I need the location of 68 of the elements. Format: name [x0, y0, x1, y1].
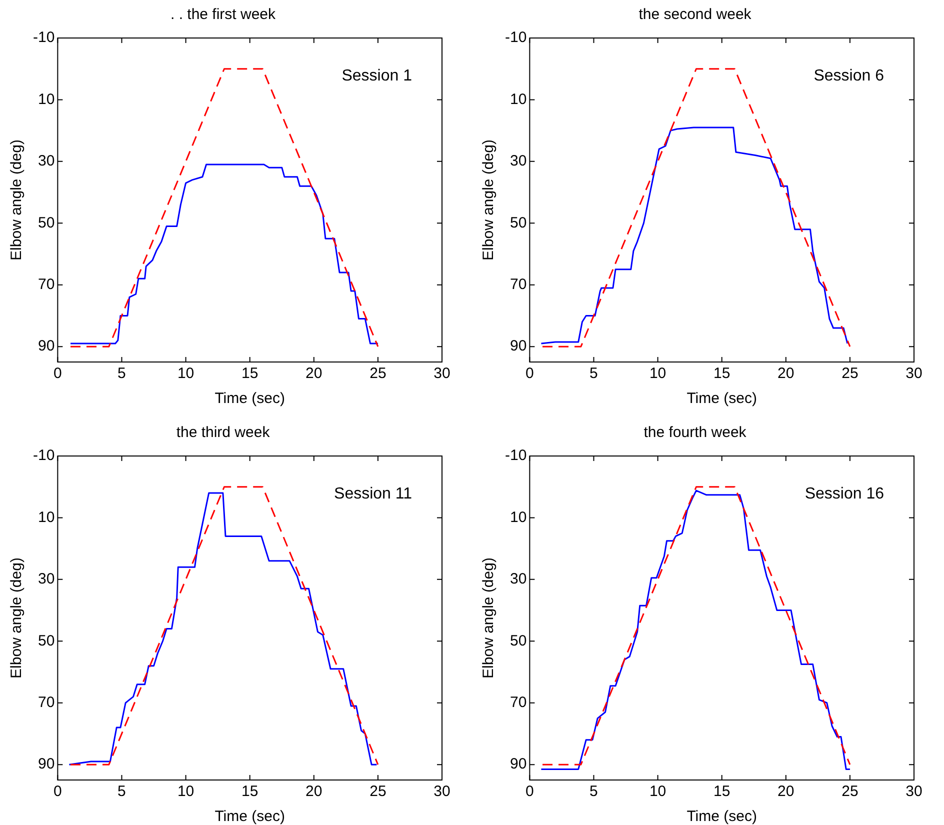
x-tick-label: 25	[842, 365, 858, 382]
y-tick-label: 30	[38, 570, 55, 588]
x-tick-label: 15	[713, 783, 730, 800]
y-tick-label: 50	[38, 632, 55, 650]
x-tick-label: 10	[649, 365, 666, 382]
x-tick-label: 5	[590, 783, 598, 800]
x-tick-label: 10	[649, 783, 666, 800]
y-tick-label: 70	[510, 276, 527, 293]
y-tick-label: -10	[32, 29, 55, 46]
x-tick-label: 10	[177, 783, 194, 800]
x-tick-label: 0	[54, 365, 62, 382]
y-axis-title: Elbow angle (deg)	[480, 558, 498, 678]
x-tick-label: 15	[241, 783, 258, 800]
x-tick-label: 10	[177, 365, 194, 382]
y-tick-label: 90	[510, 756, 527, 773]
y-axis-title: Elbow angle (deg)	[480, 140, 498, 260]
y-tick-label: 70	[510, 694, 527, 711]
y-tick-label: 30	[38, 152, 55, 170]
x-tick-label: 30	[434, 783, 450, 800]
y-tick-label: 70	[38, 694, 55, 711]
x-tick-label: 30	[906, 783, 922, 800]
annotation: Session 1	[342, 67, 412, 84]
y-tick-label: 50	[510, 214, 527, 232]
x-axis-title: Time (sec)	[214, 390, 285, 408]
x-tick-label: 5	[590, 365, 598, 382]
x-axis-title: Time (sec)	[214, 808, 285, 825]
x-tick-label: 20	[778, 783, 794, 800]
x-tick-label: 25	[842, 783, 858, 800]
annotation: Session 6	[814, 67, 884, 84]
x-tick-label: 5	[118, 365, 126, 382]
x-tick-label: 15	[713, 365, 730, 382]
x-tick-label: 0	[54, 783, 62, 800]
y-tick-label: 90	[38, 756, 55, 773]
x-axis-title: Time (sec)	[686, 390, 757, 408]
x-tick-label: 0	[526, 783, 534, 800]
chart-title: the third week	[176, 424, 270, 442]
y-axis-title: Elbow angle (deg)	[8, 558, 26, 678]
x-tick-label: 15	[241, 365, 258, 382]
y-tick-label: 70	[38, 276, 55, 293]
x-tick-label: 30	[906, 365, 922, 382]
y-tick-label: -10	[504, 29, 527, 46]
x-tick-label: 20	[306, 365, 322, 382]
x-tick-label: 20	[306, 783, 322, 800]
x-tick-label: 30	[434, 365, 450, 382]
x-tick-label: 20	[778, 365, 794, 382]
y-tick-label: 10	[510, 508, 527, 526]
chart-title: the fourth week	[644, 424, 747, 442]
x-axis-title: Time (sec)	[686, 808, 757, 825]
y-tick-label: 30	[510, 570, 527, 588]
annotation: Session 11	[334, 485, 412, 502]
y-tick-label: -10	[504, 447, 527, 464]
chart-title: the second week	[638, 6, 752, 24]
y-tick-label: 30	[510, 152, 527, 170]
y-tick-label: 90	[38, 338, 55, 355]
x-tick-label: 25	[370, 783, 386, 800]
y-tick-label: 50	[510, 632, 527, 650]
y-tick-label: 10	[38, 90, 55, 108]
y-tick-label: 10	[510, 90, 527, 108]
x-tick-label: 5	[118, 783, 126, 800]
y-tick-label: 10	[38, 508, 55, 526]
x-tick-label: 0	[526, 365, 534, 382]
y-axis-title: Elbow angle (deg)	[8, 140, 26, 260]
y-tick-label: 50	[38, 214, 55, 232]
chart-title: . . the first week	[170, 6, 276, 24]
annotation: Session 16	[804, 485, 884, 502]
y-tick-label: 90	[510, 338, 527, 355]
y-tick-label: -10	[32, 447, 55, 464]
x-tick-label: 25	[370, 365, 386, 382]
